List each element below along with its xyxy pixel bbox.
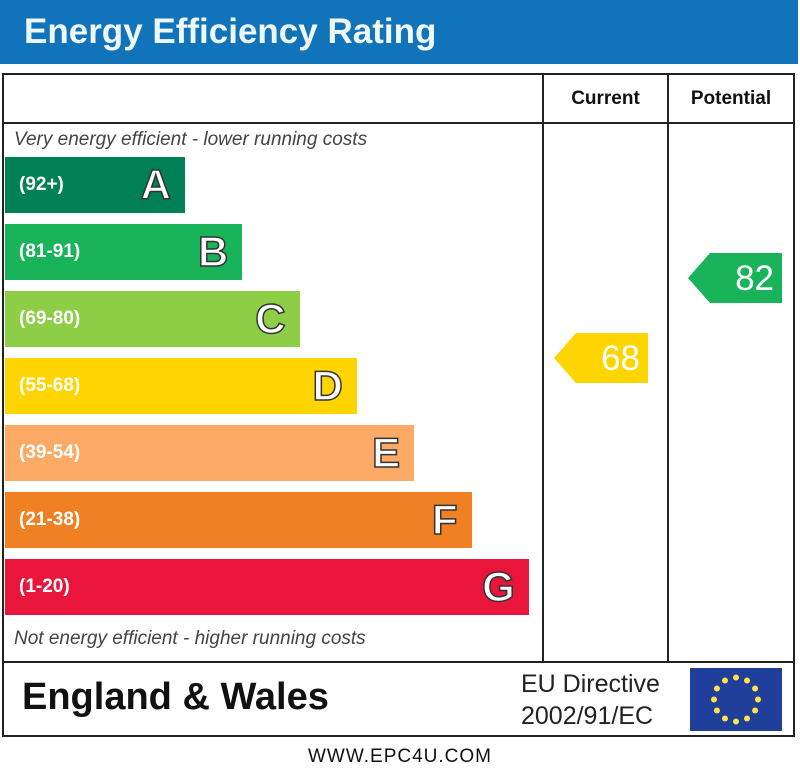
band-letter: E xyxy=(371,428,401,477)
directive-line2: 2002/91/EC xyxy=(521,702,654,730)
potential-column-header: Potential xyxy=(690,88,772,109)
band-range: (81-91) xyxy=(19,241,81,262)
band-c: (69-80) C xyxy=(5,291,300,347)
current-column-header: Current xyxy=(571,88,640,109)
band-a: (92+) A xyxy=(5,157,185,213)
band-range: (21-38) xyxy=(19,509,81,530)
band-letter: D xyxy=(312,361,344,410)
band-f: (21-38) F xyxy=(5,492,472,548)
band-range: (55-68) xyxy=(19,375,81,396)
current-rating-arrow: 68 xyxy=(554,333,648,384)
band-range: (1-20) xyxy=(19,576,70,597)
website-url: WWW.EPC4U.COM xyxy=(308,746,492,767)
band-letter: B xyxy=(197,227,229,276)
directive-line1: EU Directive xyxy=(521,670,660,698)
band-d: (55-68) D xyxy=(5,358,357,414)
band-letter: F xyxy=(431,495,458,544)
band-letter: C xyxy=(254,294,286,343)
bottom-note: Not energy efficient - higher running co… xyxy=(14,628,366,649)
potential-rating-value: 82 xyxy=(735,259,774,299)
header-divider xyxy=(2,122,795,124)
band-letter: A xyxy=(140,160,172,209)
potential-rating-arrow: 82 xyxy=(688,253,782,304)
rating-table xyxy=(2,73,795,737)
column-divider xyxy=(542,73,544,662)
band-e: (39-54) E xyxy=(5,425,415,481)
band-range: (92+) xyxy=(19,174,64,195)
footer-divider xyxy=(2,661,795,663)
column-divider xyxy=(667,73,669,662)
band-letter: G xyxy=(481,562,515,611)
title-bar xyxy=(0,0,798,64)
top-note: Very energy efficient - lower running co… xyxy=(14,129,368,150)
chart-title: Energy Efficiency Rating xyxy=(24,12,437,51)
band-range: (69-80) xyxy=(19,308,81,329)
band-g: (1-20) G xyxy=(5,559,529,615)
current-rating-value: 68 xyxy=(601,339,640,379)
region-label: England & Wales xyxy=(22,676,329,718)
band-range: (39-54) xyxy=(19,442,81,463)
band-b: (81-91) B xyxy=(5,224,243,280)
eu-flag-icon xyxy=(690,668,782,731)
